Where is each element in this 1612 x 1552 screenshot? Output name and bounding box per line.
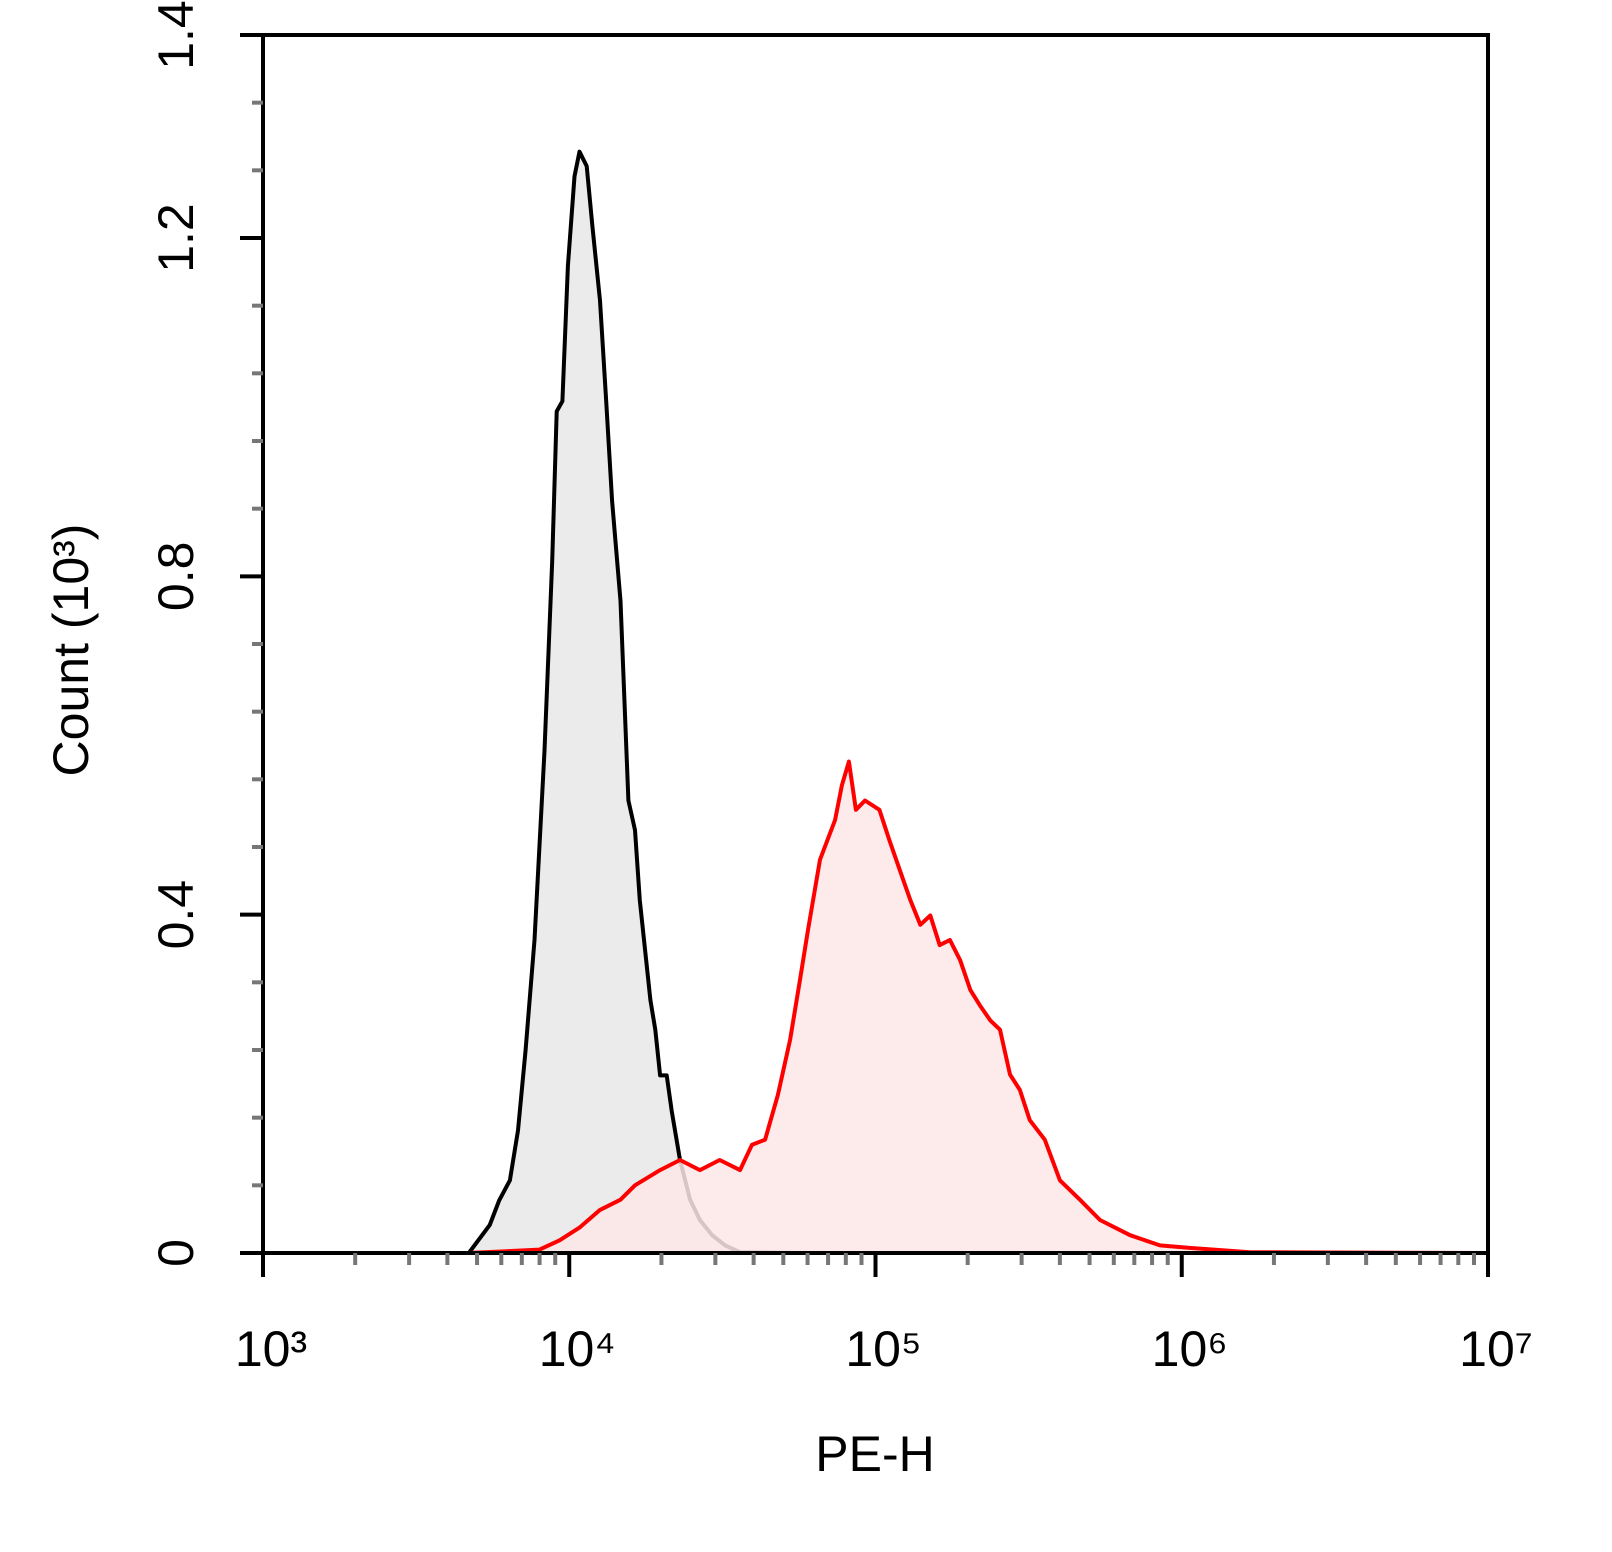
x-tick-label: 10⁶ xyxy=(1152,1321,1228,1377)
x-tick-label: 10⁷ xyxy=(1459,1321,1533,1377)
y-tick-label: 0.4 xyxy=(148,880,204,950)
y-tick-label: 0.8 xyxy=(148,542,204,612)
x-tick-label: 10⁴ xyxy=(539,1321,616,1377)
area-fill xyxy=(263,151,800,1254)
x-tick-label: 10⁵ xyxy=(845,1321,921,1377)
x-axis-label: PE-H xyxy=(815,1426,934,1482)
y-tick-label: 1.2 xyxy=(148,203,204,273)
y-tick-label: 0 xyxy=(148,1239,204,1267)
area-fill xyxy=(468,761,1488,1253)
y-axis-label: Count (10³) xyxy=(43,524,99,777)
line xyxy=(468,759,1489,1255)
y-tick-label: 1.4 xyxy=(148,0,204,70)
x-tick-label: 10³ xyxy=(235,1321,307,1377)
